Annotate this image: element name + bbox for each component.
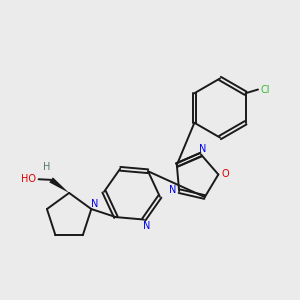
Text: N: N (199, 144, 206, 154)
Text: N: N (169, 184, 176, 195)
Text: N: N (143, 221, 151, 231)
Text: Cl: Cl (260, 85, 270, 94)
Text: O: O (221, 169, 229, 179)
Text: H: H (43, 162, 50, 172)
Polygon shape (49, 177, 69, 193)
Text: HO: HO (21, 174, 36, 184)
Text: N: N (91, 200, 98, 209)
